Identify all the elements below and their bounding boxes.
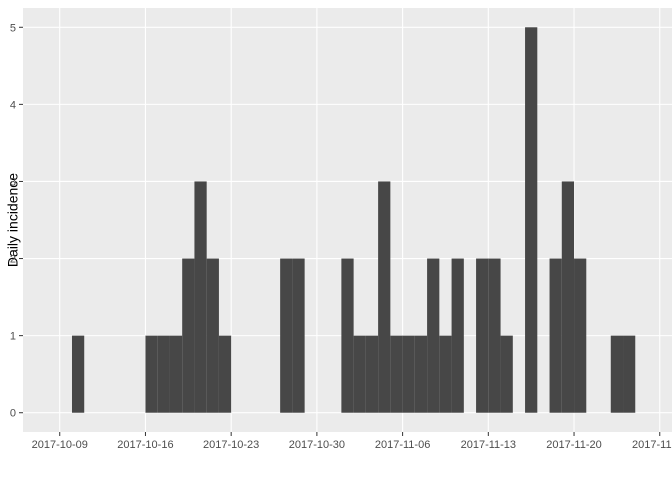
x-tick-label: 2017-10-23 <box>203 439 259 451</box>
x-tick-label: 2017-10-16 <box>117 439 173 451</box>
bar <box>218 335 232 413</box>
bar <box>574 258 587 413</box>
x-tick-label: 2017-10-30 <box>289 439 345 451</box>
bar <box>353 335 366 413</box>
x-tick-label: 2017-11-06 <box>375 439 430 451</box>
y-tick-label: 5 <box>10 22 16 34</box>
bar <box>145 335 158 413</box>
x-tick-label: 2017-11-13 <box>461 439 516 451</box>
bar <box>378 181 391 413</box>
y-tick-label: 1 <box>10 331 16 343</box>
bar <box>341 258 354 413</box>
bar <box>488 258 501 413</box>
bar <box>561 181 575 413</box>
bar <box>157 335 170 413</box>
y-tick-label: 0 <box>10 408 16 420</box>
bar <box>206 258 219 413</box>
bar <box>439 335 452 413</box>
bar <box>292 258 305 413</box>
bar <box>194 181 207 413</box>
x-tick-label: 2017-11-27 <box>632 439 672 451</box>
bar <box>427 258 440 413</box>
bar <box>71 335 85 413</box>
bar <box>500 335 513 413</box>
bar <box>476 258 489 413</box>
bar <box>182 258 195 413</box>
bar <box>610 335 624 413</box>
bar <box>525 27 538 413</box>
bar <box>414 335 428 413</box>
bar <box>623 335 636 413</box>
x-tick-label: 2017-11-20 <box>546 439 601 451</box>
bar <box>549 258 562 413</box>
x-tick-label: 2017-10-09 <box>32 439 88 451</box>
y-tick-label: 2 <box>10 254 16 266</box>
bar <box>390 335 403 413</box>
y-tick-label: 4 <box>10 99 16 111</box>
bar <box>451 258 464 413</box>
bar <box>402 335 415 413</box>
y-tick-label: 3 <box>10 176 16 188</box>
y-axis-title: Daily incidence <box>5 173 21 267</box>
bar <box>280 258 293 413</box>
bar <box>169 335 183 413</box>
bar <box>365 335 379 413</box>
